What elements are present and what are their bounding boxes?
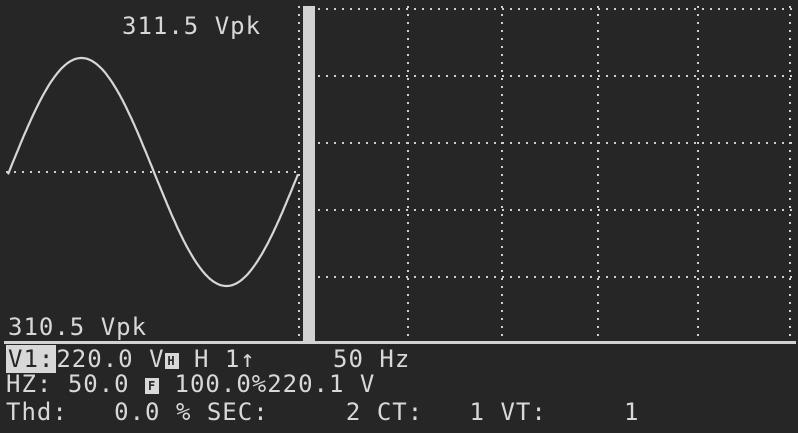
status-row-2: HZ: 50.0 F 100.0%220.1 V (6, 372, 375, 396)
ct-value: 1 (469, 398, 485, 426)
voltage-unit: V (149, 345, 165, 373)
status-row-3: Thd: 0.0 % SEC: 2 CT: 1 VT: 1 (6, 400, 640, 424)
waveform-plot (6, 6, 302, 340)
frequency-value: 50 Hz (333, 345, 411, 373)
hz-label: HZ: (6, 370, 53, 398)
thd-value: 0.0 % (114, 398, 192, 426)
vt-value: 1 (624, 398, 640, 426)
sec-label: SEC: (206, 398, 269, 426)
channel-label: V1: (6, 345, 57, 373)
range-value: H 1 (193, 345, 241, 373)
sec-value: 2 (345, 398, 362, 426)
dotted-grid (318, 6, 794, 340)
waveform-panel: 311.5 Vpk 310.5 Vpk (6, 6, 302, 340)
hz-value: 50.0 (67, 370, 130, 398)
percent-value: 100.0%220.1 V (174, 370, 376, 398)
panel-divider (303, 6, 315, 342)
up-arrow-icon: ↑ (240, 345, 256, 373)
peak-top-label: 311.5 Vpk (122, 12, 262, 40)
sine-waveform (6, 56, 300, 288)
vt-label: VT: (500, 398, 547, 426)
peak-bottom-label: 310.5 Vpk (8, 313, 148, 341)
thd-label: Thd: (6, 398, 68, 426)
voltage-value: 220.0 (56, 345, 134, 373)
filter-icon: F (145, 378, 160, 394)
ct-label: CT: (376, 398, 424, 426)
grid-panel (318, 6, 794, 340)
status-separator (4, 341, 796, 344)
hold-icon: H (164, 353, 179, 369)
